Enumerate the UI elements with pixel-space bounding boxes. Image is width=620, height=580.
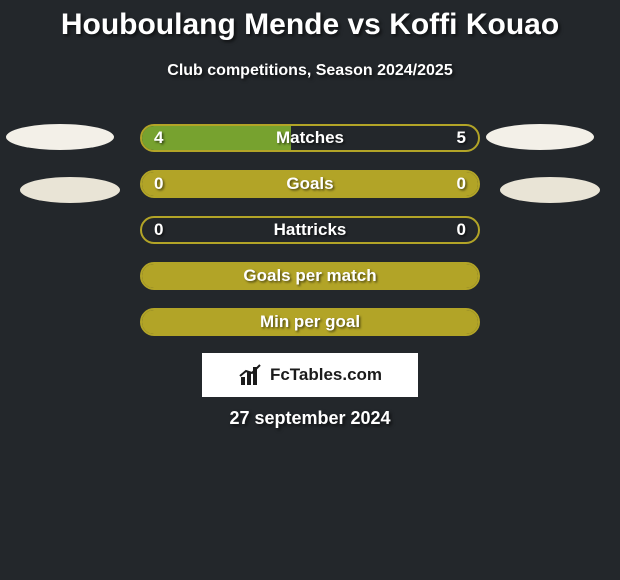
stat-label: Goals — [142, 172, 478, 196]
stat-value-right: 0 — [445, 218, 478, 242]
bar-chart-icon — [238, 363, 264, 387]
stat-value-right: 5 — [445, 126, 478, 150]
stat-row-hattricks: 0 Hattricks 0 — [140, 216, 480, 244]
player-left-ellipse-2 — [20, 177, 120, 203]
stat-label: Matches — [142, 126, 478, 150]
infographic-date: 27 september 2024 — [0, 408, 620, 429]
stat-label: Min per goal — [142, 310, 478, 334]
fctables-logo-inner: FcTables.com — [238, 363, 382, 387]
comparison-infographic: Houboulang Mende vs Koffi Kouao Club com… — [0, 0, 620, 580]
stat-value-right: 0 — [445, 172, 478, 196]
stat-label: Goals per match — [142, 264, 478, 288]
page-title: Houboulang Mende vs Koffi Kouao — [0, 8, 620, 42]
stat-row-matches: 4 Matches 5 — [140, 124, 480, 152]
stat-row-min-per-goal: Min per goal — [140, 308, 480, 336]
player-right-ellipse-1 — [486, 124, 594, 150]
stat-row-goals-per-match: Goals per match — [140, 262, 480, 290]
player-right-ellipse-2 — [500, 177, 600, 203]
fctables-logo: FcTables.com — [202, 353, 418, 397]
page-subtitle: Club competitions, Season 2024/2025 — [0, 62, 620, 80]
stat-row-goals: 0 Goals 0 — [140, 170, 480, 198]
stat-label: Hattricks — [142, 218, 478, 242]
fctables-logo-text: FcTables.com — [270, 365, 382, 385]
player-left-ellipse-1 — [6, 124, 114, 150]
